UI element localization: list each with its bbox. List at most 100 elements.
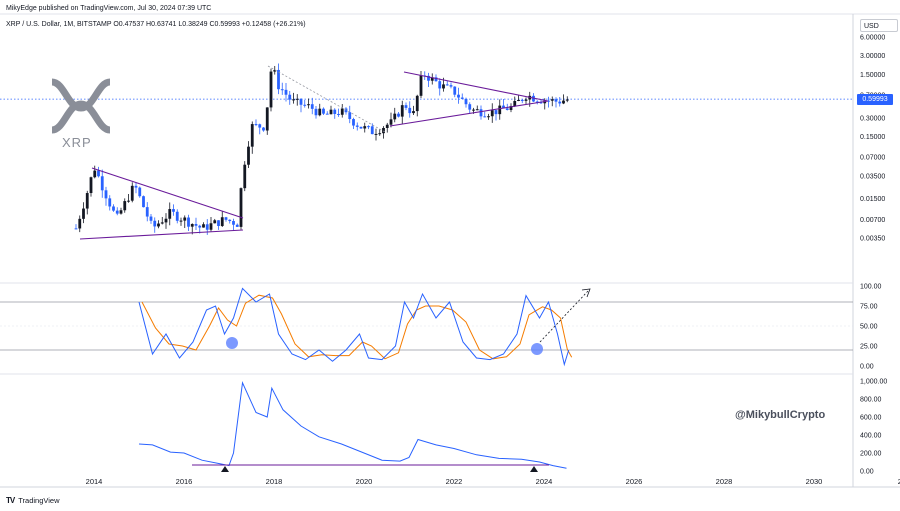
time-tick-label: 2016 (176, 477, 193, 486)
candle-body (415, 95, 419, 112)
candle (415, 94, 419, 117)
candle-body (265, 107, 269, 131)
xrp-logo-text: XRP (62, 135, 92, 150)
candle (547, 96, 550, 108)
candle-body (190, 224, 194, 227)
candle (355, 122, 359, 131)
candle-body (239, 188, 243, 227)
candle-body (532, 95, 535, 102)
candle-body (468, 104, 472, 110)
candle-body (228, 219, 232, 222)
candle (329, 105, 333, 115)
candle (262, 127, 265, 132)
candle (348, 105, 352, 124)
candle (115, 207, 119, 216)
candle-body (554, 99, 558, 102)
candle (153, 217, 157, 233)
candle (250, 121, 254, 154)
time-tick-label: 2024 (536, 477, 553, 486)
footer: TV TradingView (6, 496, 60, 505)
candle (498, 99, 502, 120)
highlight-circle (531, 343, 543, 355)
candle-body (359, 126, 363, 129)
price-tick-label: 3.00000 (860, 53, 885, 60)
candle-body (404, 105, 408, 108)
candle-body (295, 98, 299, 100)
candle (269, 68, 273, 112)
candle (284, 82, 288, 102)
candle-body (119, 210, 123, 214)
candle (277, 63, 280, 95)
stoch-tick-label: 100.00 (860, 284, 882, 291)
candle-body (430, 77, 434, 81)
candle (127, 194, 130, 203)
candle-body (340, 108, 344, 115)
price-tick-label: 1.50000 (860, 72, 885, 79)
candle-body (322, 108, 325, 114)
ohlc-line: XRP / U.S. Dollar, 1M, BITSTAMP O0.47537… (6, 21, 306, 28)
candle (172, 204, 175, 216)
candle (299, 98, 303, 113)
candle (513, 96, 517, 108)
candle-body (509, 106, 513, 111)
candle (479, 105, 483, 120)
trendline (389, 100, 549, 127)
currency-button[interactable]: USD (860, 19, 898, 32)
candle (295, 94, 299, 106)
candle (374, 128, 378, 141)
candle (340, 104, 344, 118)
candle-body (348, 112, 352, 120)
candle-body (314, 108, 318, 116)
candle-body (157, 223, 160, 227)
candle-body (247, 146, 250, 165)
candle-body (183, 217, 187, 221)
candle-body (284, 89, 288, 95)
candle-body (149, 216, 153, 221)
time-tick-label: 2030 (806, 477, 823, 486)
candle (149, 214, 153, 224)
candle (74, 224, 78, 230)
candle (337, 108, 340, 117)
candle (389, 112, 393, 128)
candle-body (108, 198, 112, 207)
candle-body (254, 124, 258, 126)
candle-body (299, 98, 303, 105)
candle-body (472, 109, 475, 111)
candle-body (202, 224, 205, 228)
candle-body (517, 99, 520, 101)
candle (558, 97, 562, 107)
candle (239, 187, 243, 230)
candle (202, 222, 205, 228)
candle-body (385, 124, 389, 128)
candle-body (258, 124, 262, 128)
candle (209, 217, 213, 232)
candle (359, 126, 363, 129)
price-tick-label: 0.07000 (860, 155, 885, 162)
candle (408, 101, 412, 118)
candle-body (550, 99, 554, 101)
candle (427, 72, 430, 87)
candle (393, 107, 397, 123)
candle-body (213, 220, 217, 224)
candle-body (479, 109, 483, 117)
candle (318, 103, 322, 117)
candle-body (325, 113, 329, 115)
candle (303, 99, 307, 108)
indicator-tick-label: 200.00 (860, 451, 882, 458)
candle (445, 81, 449, 86)
candle-body (235, 224, 239, 227)
candle-body (505, 108, 509, 111)
candle-body (243, 164, 247, 189)
candle-body (273, 69, 277, 72)
candle (108, 195, 112, 211)
candle-body (434, 77, 438, 82)
candle-body (112, 206, 115, 211)
candle-body (374, 133, 378, 135)
candle (93, 165, 97, 179)
candle (468, 102, 472, 114)
price-tick-label: 0.00700 (860, 217, 885, 224)
candle-body (487, 116, 490, 118)
candle-body (307, 104, 310, 106)
candle-body (168, 209, 172, 219)
